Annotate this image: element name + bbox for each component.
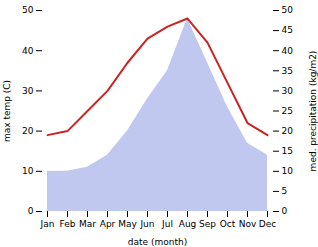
svg-text:Jan: Jan (40, 219, 55, 229)
svg-text:max temp (C): max temp (C) (2, 80, 12, 142)
svg-text:30: 30 (282, 86, 294, 96)
svg-text:50: 50 (282, 5, 294, 15)
svg-text:40: 40 (282, 46, 294, 56)
svg-text:Mar: Mar (79, 219, 96, 229)
svg-text:med. precipitation (kg/m2): med. precipitation (kg/m2) (308, 51, 318, 172)
svg-text:20: 20 (282, 126, 294, 136)
svg-text:Apr: Apr (100, 219, 116, 229)
svg-text:Nov: Nov (239, 219, 257, 229)
svg-text:50: 50 (22, 5, 34, 15)
svg-text:May: May (118, 219, 137, 229)
svg-text:0: 0 (282, 206, 288, 216)
svg-text:Jul: Jul (161, 219, 173, 229)
svg-text:10: 10 (22, 166, 34, 176)
svg-text:40: 40 (22, 46, 34, 56)
svg-text:20: 20 (22, 126, 34, 136)
svg-text:Oct: Oct (220, 219, 236, 229)
svg-text:35: 35 (282, 66, 293, 76)
svg-text:Jun: Jun (139, 219, 154, 229)
svg-text:15: 15 (282, 146, 293, 156)
svg-text:5: 5 (282, 186, 288, 196)
svg-text:10: 10 (282, 166, 294, 176)
svg-text:Dec: Dec (259, 219, 276, 229)
svg-text:Aug: Aug (179, 219, 197, 229)
svg-text:0: 0 (28, 206, 34, 216)
svg-text:Feb: Feb (60, 219, 76, 229)
svg-text:25: 25 (282, 106, 293, 116)
svg-text:date (month): date (month) (128, 237, 187, 247)
svg-text:45: 45 (282, 25, 293, 35)
svg-text:Sep: Sep (199, 219, 216, 229)
svg-text:30: 30 (22, 86, 34, 96)
